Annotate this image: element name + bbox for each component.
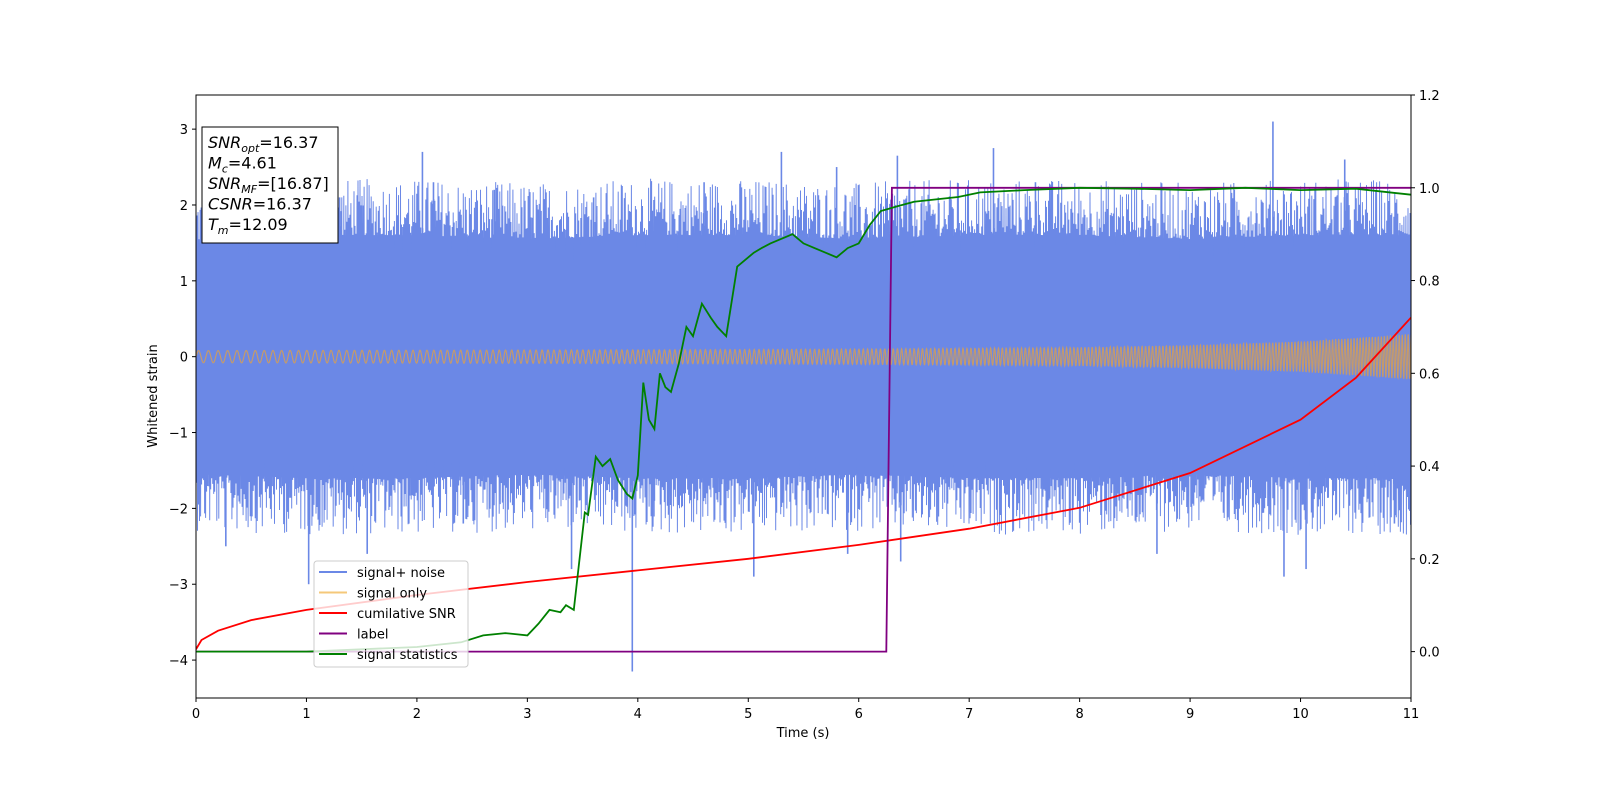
plot-frame [195, 94, 1412, 699]
legend: signal+ noise signal only cumilative SNR la… [313, 560, 469, 668]
y-tick-label: 3 [180, 123, 188, 138]
x-tick-label: 8 [1075, 707, 1083, 722]
x-tick-label: 9 [1186, 707, 1194, 722]
x-tick-label: 11 [1403, 707, 1420, 722]
info-line: Tm=12.09 [208, 215, 288, 237]
y-axis-label: Whitened strain [146, 344, 161, 447]
legend-label: signal statistics [357, 648, 458, 663]
y-tick-label: 1 [180, 275, 188, 290]
y-tick-label: −4 [169, 654, 188, 669]
x-tick-label: 3 [523, 707, 531, 722]
signal-noise-trace [196, 178, 1411, 535]
y-tick-label: 0 [180, 351, 188, 366]
label-line [196, 186, 1411, 653]
legend-label: label [357, 628, 388, 643]
x-tick-label: 1 [302, 707, 310, 722]
y-tick-label: −2 [169, 502, 188, 517]
x-tick-label: 10 [1292, 707, 1309, 722]
info-line: SNRMF=[16.87] [208, 174, 329, 196]
signal-noise-layer [196, 121, 1411, 672]
y2-tick-label: 0.2 [1419, 553, 1440, 568]
y2-tick-label: 1.0 [1419, 182, 1440, 197]
y-tick-label: 2 [180, 199, 188, 214]
y-tick-label: −3 [169, 578, 188, 593]
right-axis-lines-layer [196, 186, 1411, 653]
y2-tick-label: 0.8 [1419, 275, 1440, 290]
cumilative-snr-line [196, 316, 1411, 650]
info-line: SNRopt=16.37 [208, 133, 319, 155]
y2-tick-label: 0.4 [1419, 460, 1440, 475]
signal-statistics-line [196, 186, 1411, 653]
legend-label: signal only [357, 587, 427, 602]
y-axis-left: −4 −3 −2 −1 0 1 2 3 [169, 123, 196, 669]
x-tick-label: 5 [744, 707, 752, 722]
y2-tick-label: 1.2 [1419, 89, 1440, 104]
x-axis: 0 1 2 3 4 5 6 7 8 9 10 11 [192, 698, 1419, 722]
legend-frame [313, 560, 469, 668]
x-axis-label: Time (s) [776, 726, 830, 741]
x-tick-label: 6 [855, 707, 863, 722]
signal-only-line [196, 334, 1411, 381]
legend-label: signal+ noise [357, 566, 445, 581]
y2-tick-label: 0.0 [1419, 646, 1440, 661]
info-box: SNRopt=16.37Mc=4.61SNRMF=[16.87]CSNR=16.… [201, 126, 339, 244]
y-axis-right: 0.0 0.2 0.4 0.6 0.8 1.0 1.2 [1411, 89, 1440, 661]
x-tick-label: 7 [965, 707, 973, 722]
info-box-frame [201, 126, 339, 244]
legend-label: cumilative SNR [357, 607, 456, 622]
x-tick-label: 4 [634, 707, 642, 722]
y2-tick-label: 0.6 [1419, 367, 1440, 382]
x-tick-label: 0 [192, 707, 200, 722]
y-tick-label: −1 [169, 427, 188, 442]
x-tick-label: 2 [413, 707, 421, 722]
info-line: Mc=4.61 [208, 154, 277, 176]
signal-only-layer [196, 334, 1411, 381]
info-line: CSNR=16.37 [208, 195, 312, 214]
